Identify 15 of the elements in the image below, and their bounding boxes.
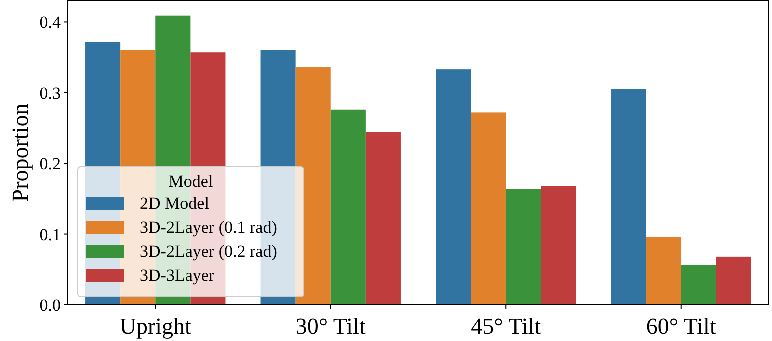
y-tick-label: 0.2 <box>40 154 61 174</box>
y-tick-label: 0.4 <box>40 13 62 32</box>
y-tick-label: 0.3 <box>40 84 61 103</box>
legend-label: 3D-3Layer <box>140 266 215 285</box>
x-tick-label: 60° Tilt <box>646 314 717 339</box>
y-tick-label: 0.0 <box>40 296 61 315</box>
legend-label: 3D-2Layer (0.1 rad) <box>140 218 278 237</box>
legend-label: 2D Model <box>140 194 210 213</box>
x-tick-label: 30° Tilt <box>296 314 366 339</box>
legend-label: 3D-2Layer (0.2 rad) <box>140 242 278 261</box>
x-tick-label: 45° Tilt <box>471 314 542 339</box>
x-tick-label: Upright <box>120 314 192 339</box>
y-axis-title: Proportion <box>8 103 34 202</box>
y-tick-label: 0.1 <box>40 225 61 244</box>
legend-title: Model <box>168 172 214 191</box>
